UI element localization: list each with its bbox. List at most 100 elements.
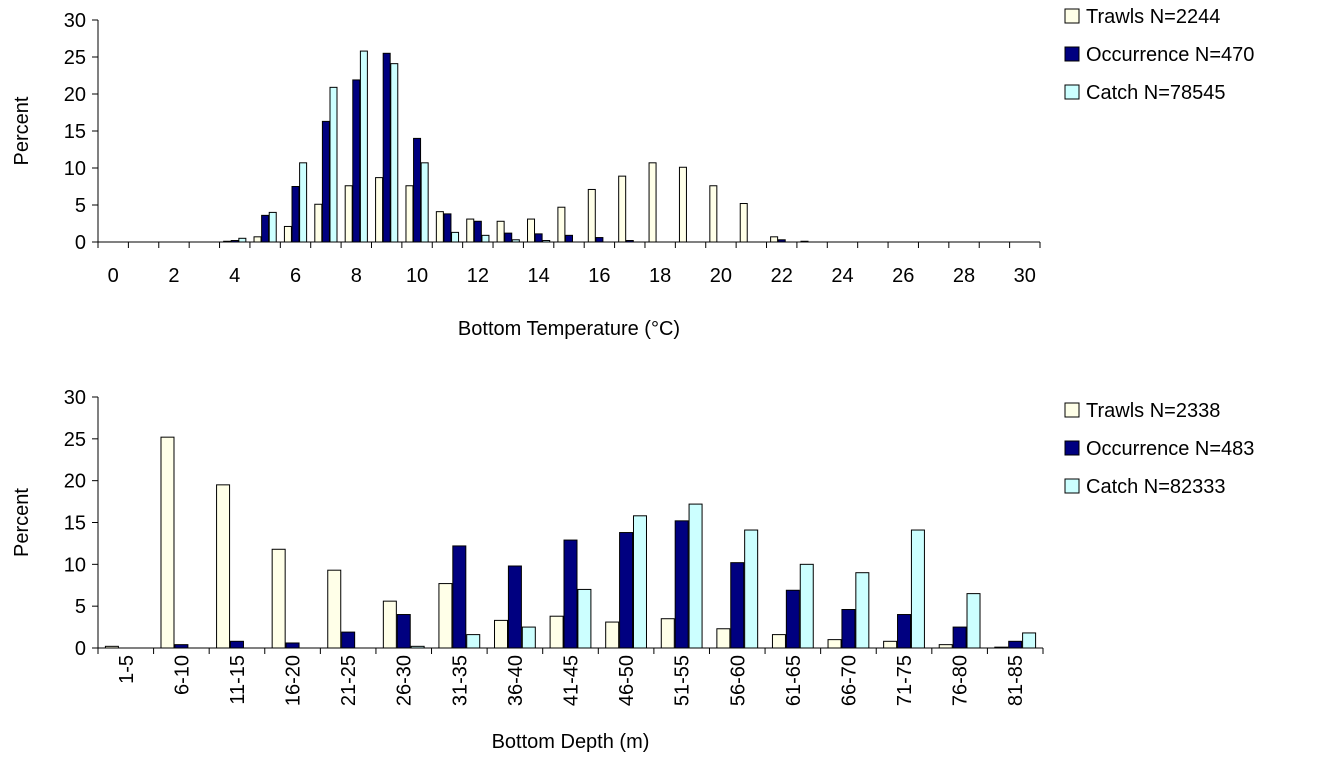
y-tick-label: 10: [64, 554, 86, 576]
bar-trawls: [435, 211, 444, 243]
y-tick-label: 0: [75, 638, 86, 660]
bar-occurrence: [413, 137, 422, 243]
bar-trawls: [216, 484, 231, 649]
y-tick-label: 0: [75, 232, 86, 254]
x-tick-label: 46-50: [616, 655, 638, 706]
bar-occurrence: [785, 589, 800, 649]
x-tick-label: 66-70: [838, 655, 860, 706]
x-tick-label: 18: [649, 265, 671, 287]
bar-trawls: [271, 548, 286, 649]
y-tick-label: 25: [64, 47, 86, 69]
bar-occurrence: [841, 609, 856, 649]
bar-occurrence: [897, 614, 912, 649]
bar-trawls: [648, 162, 657, 243]
x-tick-label: 10: [406, 265, 428, 287]
x-tick-label: 22: [771, 265, 793, 287]
bar-trawls: [314, 203, 323, 243]
y-tick-label: 30: [64, 387, 86, 409]
x-tick-label: 30: [1014, 265, 1036, 287]
x-tick-label: 28: [953, 265, 975, 287]
bar-trawls: [660, 618, 675, 649]
bar-occurrence: [625, 240, 634, 243]
legend-swatch: [1064, 84, 1080, 100]
x-tick-label: 16-20: [283, 655, 305, 706]
bar-trawls: [938, 644, 953, 649]
bar-trawls: [739, 203, 748, 243]
x-tick-label: 31-35: [449, 655, 471, 706]
bar-occurrence: [473, 220, 482, 243]
bar-occurrence: [174, 644, 189, 649]
bar-occurrence: [952, 626, 967, 649]
legend-swatch: [1064, 402, 1080, 418]
bar-trawls: [438, 583, 453, 649]
bar-occurrence: [1008, 640, 1023, 649]
y-tick-label: 15: [64, 121, 86, 143]
bar-trawls: [375, 177, 384, 243]
bar-trawls: [605, 621, 620, 649]
depth-chart: 0 5 10 15 20 25 30 1-5 6-10 11-15 16-20 21-25 26-30 3…: [11, 387, 1254, 753]
bar-occurrence: [291, 186, 300, 243]
x-tick-label: 56-60: [727, 655, 749, 706]
bar-trawls: [994, 646, 1009, 649]
bar-trawls: [283, 225, 292, 243]
bar-trawls: [770, 236, 779, 243]
x-axis-title: Bottom Temperature (°C): [458, 318, 680, 340]
x-tick-label: 36-40: [505, 655, 527, 706]
bar-occurrence: [452, 545, 467, 649]
bar-catch: [268, 211, 277, 243]
bar-occurrence: [261, 214, 270, 243]
bar-occurrence: [396, 614, 411, 649]
x-tick-label: 0: [108, 265, 119, 287]
legend-label: Occurrence N=483: [1086, 438, 1254, 460]
x-tick-label: 71-75: [894, 655, 916, 706]
legend-label: Catch N=82333: [1086, 476, 1226, 498]
x-tick-label: 21-25: [338, 655, 360, 706]
bar-trawls: [557, 206, 566, 243]
x-tick-label: 61-65: [783, 655, 805, 706]
x-tick-label: 41-45: [561, 655, 583, 706]
bar-catch: [329, 86, 338, 243]
y-tick-label: 25: [64, 429, 86, 451]
y-axis-title: Percent: [11, 96, 33, 165]
bar-catch: [577, 588, 592, 649]
bar-catch: [420, 162, 429, 243]
bar-catch: [481, 234, 490, 243]
bar-occurrence: [730, 562, 745, 649]
legend-swatch: [1064, 8, 1080, 24]
bar-trawls: [527, 218, 536, 243]
x-tick-label: 6: [290, 265, 301, 287]
legend-label: Trawls N=2244: [1086, 6, 1220, 28]
bar-occurrence: [443, 213, 452, 243]
bar-catch: [632, 515, 647, 649]
bar-occurrence: [341, 631, 356, 649]
x-tick-label: 1-5: [116, 655, 138, 684]
bar-catch: [410, 645, 425, 649]
x-tick-label: 12: [467, 265, 489, 287]
bar-catch: [688, 503, 703, 649]
bar-occurrence: [382, 52, 391, 243]
bar-trawls: [678, 166, 687, 243]
bar-trawls: [466, 218, 475, 243]
bar-trawls: [160, 436, 175, 649]
x-tick-label: 4: [229, 265, 240, 287]
bar-trawls: [709, 185, 718, 243]
y-tick-label: 30: [64, 10, 86, 32]
legend-label: Occurrence N=470: [1086, 44, 1254, 66]
bar-catch: [466, 634, 481, 649]
bar-catch: [966, 593, 981, 649]
bar-catch: [451, 231, 460, 243]
bar-catch: [1022, 632, 1037, 649]
bar-catch: [521, 626, 536, 649]
bar-trawls: [771, 634, 786, 649]
bar-trawls: [104, 645, 119, 649]
bar-catch: [359, 50, 368, 243]
bar-occurrence: [285, 642, 300, 649]
x-tick-label: 16: [588, 265, 610, 287]
bar-trawls: [883, 640, 898, 649]
x-tick-label: 26-30: [394, 655, 416, 706]
bar-occurrence: [230, 240, 239, 243]
bar-trawls: [327, 569, 342, 649]
bar-trawls: [827, 639, 842, 649]
x-tick-label: 11-15: [227, 655, 249, 705]
